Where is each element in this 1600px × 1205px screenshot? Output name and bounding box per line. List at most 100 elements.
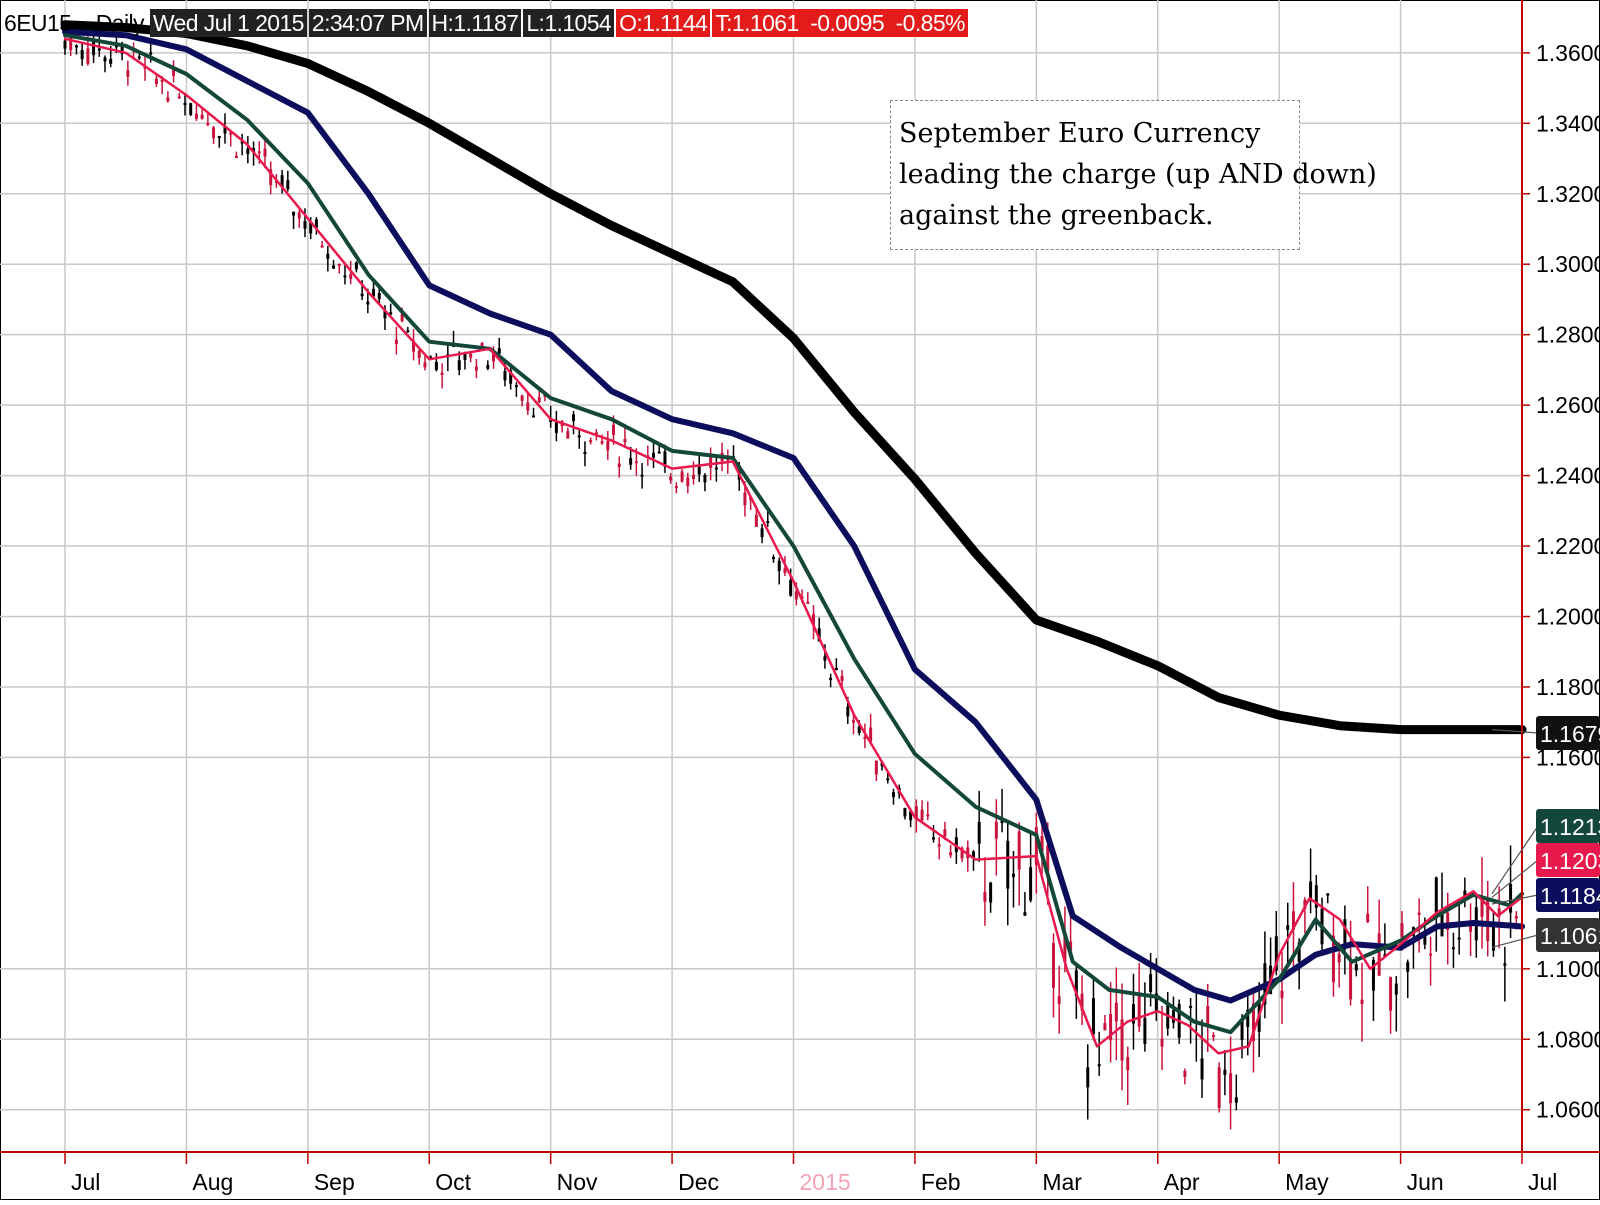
- candle-body: [434, 362, 438, 371]
- candle-body: [1149, 974, 1153, 992]
- price-tag-label: 1.1679: [1540, 721, 1600, 747]
- candle-body: [1514, 915, 1518, 919]
- candle-body: [834, 667, 838, 670]
- annotation-box: September Euro Currency leading the char…: [890, 100, 1377, 250]
- candle-body: [594, 432, 598, 435]
- annotation-line-3: against the greenback.: [899, 200, 1214, 231]
- candle-body: [909, 811, 913, 821]
- candle-body: [343, 275, 347, 278]
- candle-body: [612, 424, 616, 435]
- candle-body: [1240, 1018, 1244, 1040]
- x-tick-label: Sep: [314, 1169, 355, 1195]
- candle-body: [80, 49, 84, 60]
- low-box: L:1.1054: [523, 9, 615, 37]
- candle-body: [1400, 923, 1404, 938]
- candle-body: [149, 52, 153, 55]
- candle-body: [926, 814, 930, 817]
- time-box: 2:34:07 PM: [308, 9, 427, 37]
- price-tag-connector: [1491, 894, 1539, 905]
- candle-body: [97, 48, 101, 51]
- candle-body: [1377, 933, 1381, 976]
- candle-body: [1091, 998, 1095, 1035]
- candle-body: [583, 451, 587, 455]
- x-tick-label: 2015: [800, 1169, 851, 1195]
- candle-body: [314, 219, 318, 228]
- date-box: Wed Jul 1 2015: [149, 9, 307, 37]
- candle-body: [703, 474, 707, 483]
- candle-body: [137, 56, 141, 59]
- candle-body: [1223, 1069, 1227, 1075]
- candle-body: [772, 557, 776, 560]
- candle-body: [160, 79, 164, 82]
- x-tick-label: Oct: [435, 1169, 471, 1195]
- candle-body: [354, 262, 358, 270]
- candle-body: [474, 366, 478, 371]
- price-tag-box: [1536, 716, 1600, 750]
- candle-body: [1074, 970, 1078, 997]
- candle-body: [960, 848, 964, 859]
- candle-body: [440, 372, 444, 375]
- candle-body: [189, 103, 193, 115]
- candle-body: [1491, 924, 1495, 951]
- candle-body: [846, 706, 850, 717]
- candle-body: [234, 155, 238, 158]
- candle-body: [412, 340, 416, 352]
- candle-body: [566, 431, 570, 439]
- candle-body: [1417, 912, 1421, 915]
- candle-body: [1189, 1005, 1193, 1008]
- candle-body: [794, 591, 798, 600]
- candle-body: [1200, 1058, 1204, 1080]
- x-tick-label: Mar: [1042, 1169, 1082, 1195]
- candle-body: [183, 103, 187, 106]
- candle-body: [1497, 908, 1501, 917]
- candle-body: [349, 274, 353, 279]
- candle-body: [1280, 990, 1284, 999]
- candle-body: [1137, 993, 1141, 1027]
- candle-body: [914, 806, 918, 819]
- candle-body: [857, 726, 861, 733]
- candle-body: [811, 614, 815, 626]
- candle-body: [1429, 953, 1433, 956]
- candle-body: [394, 339, 398, 344]
- candle-body: [680, 471, 684, 482]
- ma-line-slow: [62, 28, 1525, 1004]
- candle-body: [520, 395, 524, 401]
- candle-body: [257, 151, 261, 154]
- candle-body: [1349, 958, 1353, 1000]
- candle-body: [1234, 1097, 1238, 1103]
- price-tag-label: 1.1061: [1540, 923, 1600, 949]
- price-tag-box: [1536, 918, 1600, 952]
- ma-line-mid: [63, 33, 1524, 1035]
- price-tags: 1.1679 1.1213 1.1203 1.1184 1.1061: [1491, 716, 1600, 952]
- candle-body: [851, 720, 855, 723]
- candle-body: [423, 362, 427, 368]
- candle-body: [760, 528, 764, 538]
- candle-body: [406, 330, 410, 333]
- candle-body: [606, 440, 610, 451]
- price-tag-box: [1536, 809, 1600, 843]
- candle-body: [663, 451, 667, 467]
- candle-body: [1337, 953, 1341, 963]
- candle-body: [1103, 1023, 1107, 1031]
- candle-body: [252, 147, 256, 152]
- candle-body: [332, 265, 336, 269]
- candle-body: [69, 36, 73, 51]
- candle-body: [1040, 836, 1044, 852]
- candle-body: [652, 452, 656, 458]
- candle-body: [1246, 1009, 1250, 1027]
- price-tag-label: 1.1203: [1540, 848, 1600, 874]
- price-tag-label: 1.1184: [1540, 883, 1600, 909]
- x-tick-label: Nov: [557, 1169, 598, 1195]
- candle-body: [383, 310, 387, 319]
- candle-body: [109, 59, 113, 64]
- price-tag-box: [1536, 843, 1600, 877]
- candle-body: [366, 301, 370, 305]
- candle-body: [766, 521, 770, 524]
- candle-body: [326, 253, 330, 259]
- y-tick-label: 1.2600: [1536, 392, 1600, 418]
- candle-body: [1383, 954, 1387, 957]
- candle-body: [177, 96, 181, 99]
- candle-body: [372, 288, 376, 297]
- candle-body: [63, 40, 67, 49]
